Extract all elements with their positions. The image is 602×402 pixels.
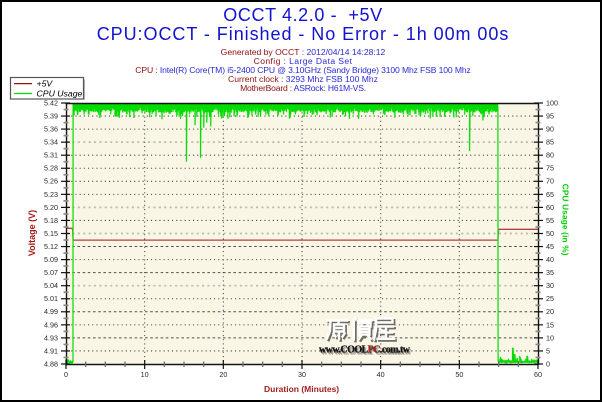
svg-text:0: 0 — [64, 370, 68, 379]
svg-text:5.31: 5.31 — [44, 151, 58, 160]
svg-text:80: 80 — [546, 151, 554, 160]
svg-text:CPU Usage: CPU Usage — [37, 89, 83, 99]
svg-text:40: 40 — [377, 370, 385, 379]
svg-text:www.COOLPC.com.tw: www.COOLPC.com.tw — [320, 346, 412, 357]
svg-text:60: 60 — [534, 370, 542, 379]
svg-text:70: 70 — [546, 177, 554, 186]
svg-text:45: 45 — [546, 242, 554, 251]
svg-text:30: 30 — [546, 281, 554, 290]
svg-text:4.93: 4.93 — [44, 333, 58, 342]
svg-text:10: 10 — [546, 333, 554, 342]
svg-text:5.34: 5.34 — [44, 138, 58, 147]
svg-text:20: 20 — [546, 307, 554, 316]
svg-text:50: 50 — [546, 229, 554, 238]
svg-text:5.39: 5.39 — [44, 111, 58, 120]
svg-text:75: 75 — [546, 164, 554, 173]
svg-text:55: 55 — [546, 216, 554, 225]
svg-text:+5V: +5V — [37, 79, 54, 89]
svg-text:35: 35 — [546, 268, 554, 277]
svg-text:4.99: 4.99 — [44, 307, 58, 316]
svg-text:www.COOLPC.com.tw: www.COOLPC.com.tw — [321, 347, 413, 358]
svg-text:100: 100 — [546, 98, 558, 107]
svg-text:5.26: 5.26 — [44, 177, 58, 186]
svg-text:Duration (Minutes): Duration (Minutes) — [264, 384, 339, 394]
svg-text:0: 0 — [546, 359, 550, 368]
svg-text:15: 15 — [546, 320, 554, 329]
svg-text:25: 25 — [546, 294, 554, 303]
svg-text:5: 5 — [546, 346, 550, 355]
svg-text:50: 50 — [455, 370, 463, 379]
svg-text:Voltage (V): Voltage (V) — [27, 210, 37, 256]
svg-text:5.12: 5.12 — [44, 242, 58, 251]
svg-text:30: 30 — [298, 370, 306, 379]
svg-text:5.01: 5.01 — [44, 294, 58, 303]
svg-text:5.20: 5.20 — [44, 203, 58, 212]
svg-text:90: 90 — [546, 125, 554, 134]
svg-text:5.36: 5.36 — [44, 125, 58, 134]
svg-text:60: 60 — [546, 203, 554, 212]
svg-text:4.91: 4.91 — [44, 346, 58, 355]
svg-text:20: 20 — [219, 370, 227, 379]
svg-text:5.18: 5.18 — [44, 216, 58, 225]
svg-text:5.23: 5.23 — [44, 190, 58, 199]
svg-text:5.42: 5.42 — [44, 98, 58, 107]
svg-text:85: 85 — [546, 138, 554, 147]
svg-text:CPU Usage (in %): CPU Usage (in %) — [561, 184, 570, 256]
svg-text:4.88: 4.88 — [44, 359, 58, 368]
svg-text:5.09: 5.09 — [44, 255, 58, 264]
svg-text:4.96: 4.96 — [44, 320, 58, 329]
svg-text:5.04: 5.04 — [44, 281, 58, 290]
svg-text:65: 65 — [546, 190, 554, 199]
svg-text:5.15: 5.15 — [44, 229, 58, 238]
svg-text:40: 40 — [546, 255, 554, 264]
svg-text:5.28: 5.28 — [44, 164, 58, 173]
svg-text:5.07: 5.07 — [44, 268, 58, 277]
svg-text:10: 10 — [141, 370, 149, 379]
svg-text:95: 95 — [546, 111, 554, 120]
svg-text:www.COOLPC.com.tw: www.COOLPC.com.tw — [319, 345, 411, 356]
